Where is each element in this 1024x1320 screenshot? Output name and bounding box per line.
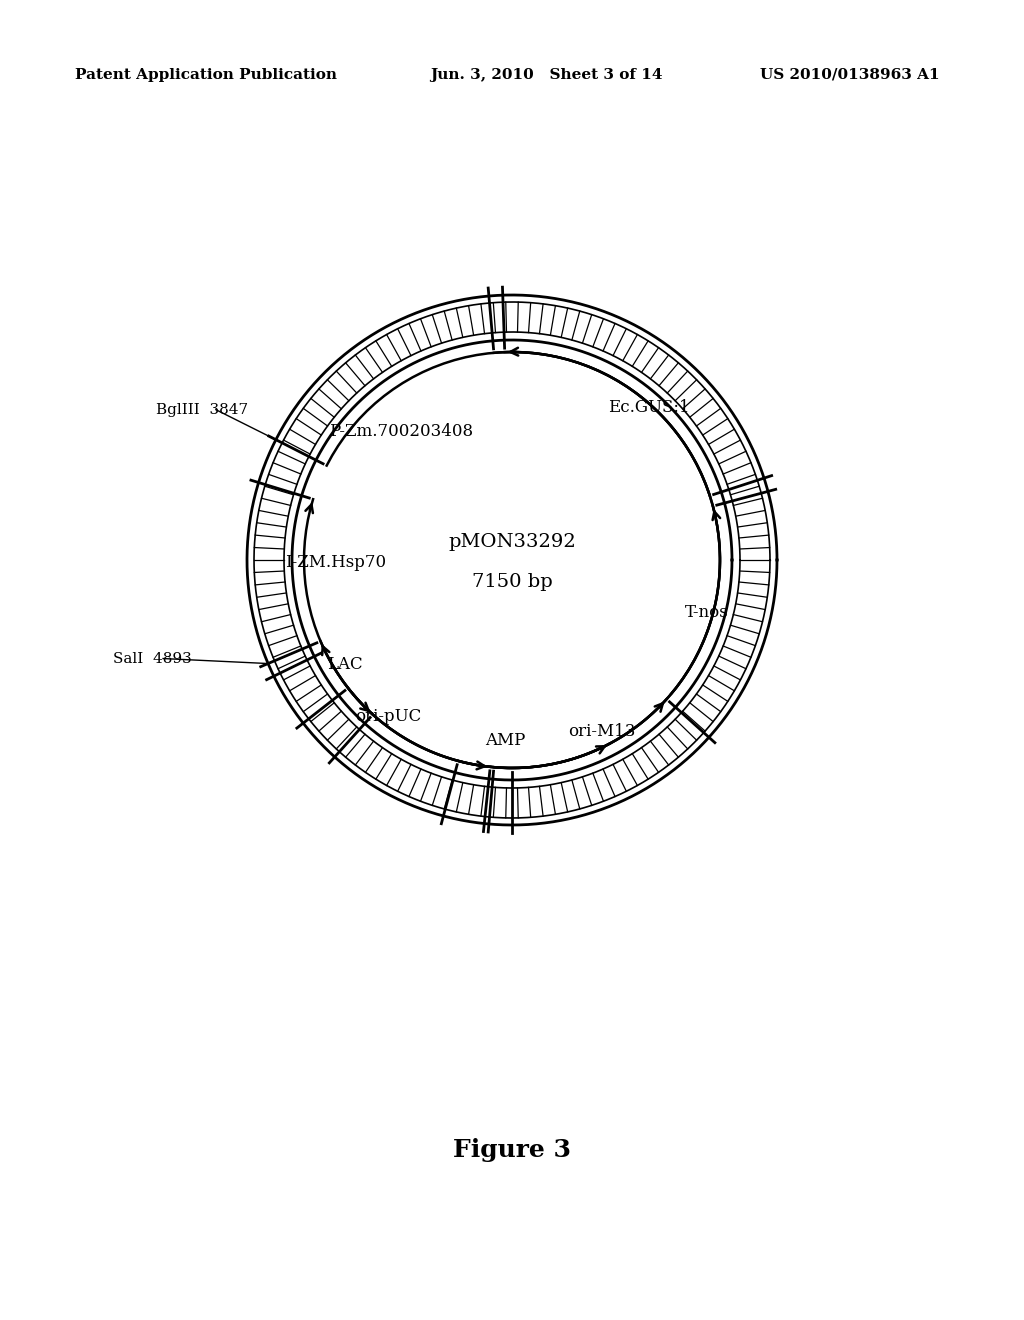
Text: ori-M13: ori-M13 [567,723,635,741]
Text: BglIII  3847: BglIII 3847 [156,403,248,417]
Text: Figure 3: Figure 3 [453,1138,571,1162]
Text: P-Zm.700203408: P-Zm.700203408 [329,424,473,441]
Text: SalI  4893: SalI 4893 [113,652,191,665]
Text: AMP: AMP [485,731,526,748]
Text: T-nos: T-nos [684,605,728,622]
Text: pMON33292: pMON33292 [449,533,575,550]
Text: 7150 bp: 7150 bp [472,573,552,591]
Text: Ec.GUS:1: Ec.GUS:1 [607,399,689,416]
Text: LAC: LAC [327,656,362,673]
Text: US 2010/0138963 A1: US 2010/0138963 A1 [760,69,940,82]
Text: Jun. 3, 2010   Sheet 3 of 14: Jun. 3, 2010 Sheet 3 of 14 [430,69,663,82]
Text: Patent Application Publication: Patent Application Publication [75,69,337,82]
Text: ori-pUC: ori-pUC [355,708,422,725]
Text: I-ZM.Hsp70: I-ZM.Hsp70 [286,554,387,570]
